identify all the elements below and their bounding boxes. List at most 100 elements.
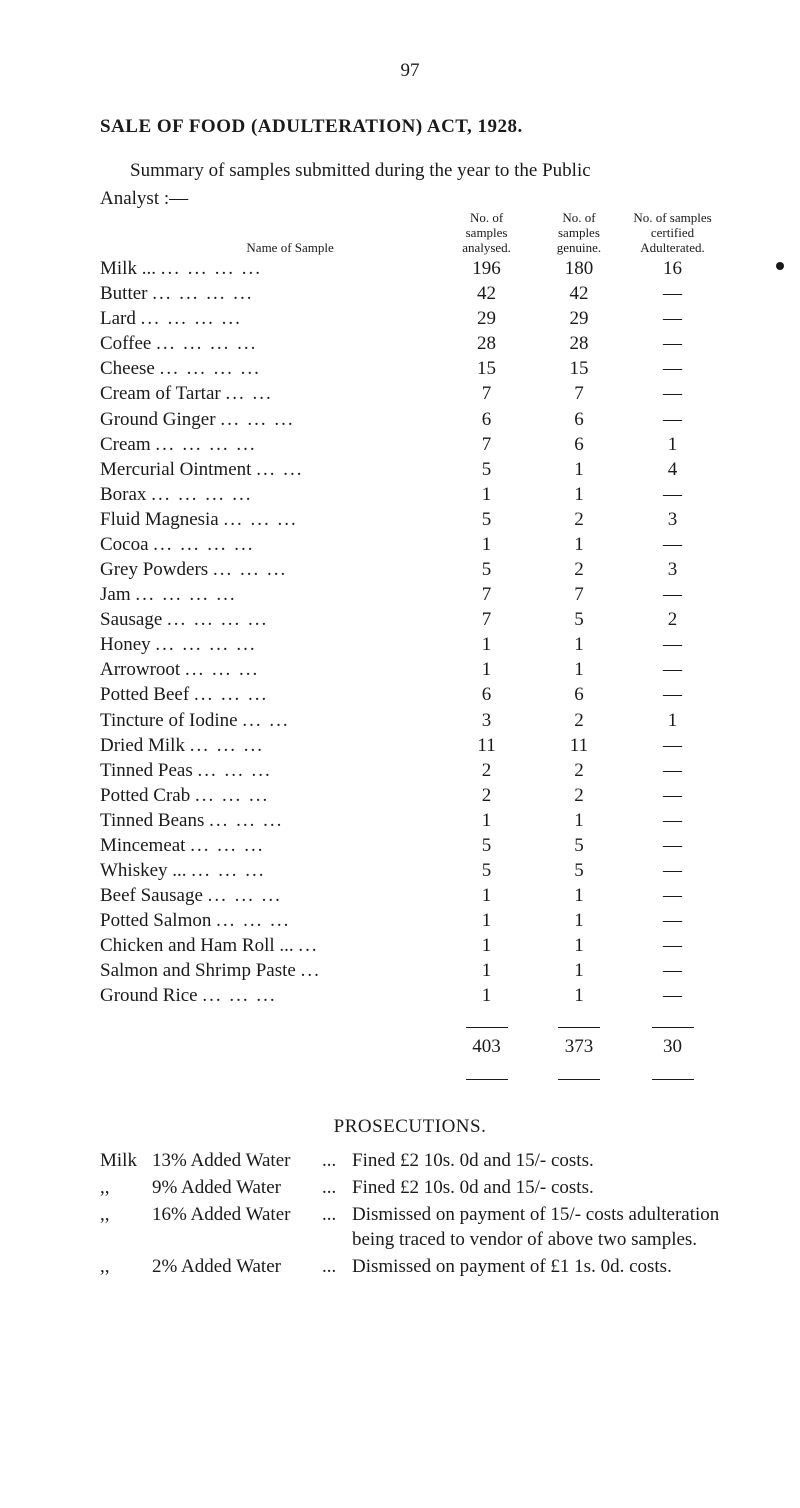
cell-genuine: 29 xyxy=(533,306,625,331)
cell-analysed: 5 xyxy=(440,507,533,532)
pros-col2: 9% Added Water xyxy=(152,1175,322,1202)
margin-dot xyxy=(776,262,784,270)
table-row: Dried Milk ... ... ...1111— xyxy=(100,733,720,758)
cell-adulterated: — xyxy=(625,657,720,682)
cell-analysed: 29 xyxy=(440,306,533,331)
pros-col3: ... xyxy=(322,1254,352,1281)
cell-genuine: 1 xyxy=(533,457,625,482)
cell-adulterated: — xyxy=(625,482,720,507)
cell-adulterated: — xyxy=(625,331,720,356)
prosecutions-title: PROSECUTIONS. xyxy=(100,1116,720,1138)
table-row: Cream of Tartar ... ...77— xyxy=(100,381,720,406)
total-genuine: 373 xyxy=(533,1034,625,1059)
cell-adulterated: — xyxy=(625,632,720,657)
sample-name: Tinned Peas ... ... ... xyxy=(100,758,440,783)
cell-adulterated: 1 xyxy=(625,432,720,457)
cell-analysed: 7 xyxy=(440,381,533,406)
table-row: Ground Ginger ... ... ...66— xyxy=(100,407,720,432)
header-c3b: certified xyxy=(651,225,694,240)
table-row: Salmon and Shrimp Paste ...11— xyxy=(100,958,720,983)
table-row: Honey ... ... ... ...11— xyxy=(100,632,720,657)
table-row: Milk ... ... ... ... ...19618016 xyxy=(100,256,720,281)
cell-genuine: 1 xyxy=(533,532,625,557)
sample-name: Mercurial Ointment ... ... xyxy=(100,457,440,482)
cell-analysed: 7 xyxy=(440,607,533,632)
pros-col2: 2% Added Water xyxy=(152,1254,322,1281)
page-number: 97 xyxy=(100,60,720,82)
cell-adulterated: — xyxy=(625,407,720,432)
cell-analysed: 1 xyxy=(440,883,533,908)
sample-name: Potted Crab ... ... ... xyxy=(100,783,440,808)
pros-col2: 16% Added Water xyxy=(152,1202,322,1254)
table-row: Potted Salmon ... ... ...11— xyxy=(100,908,720,933)
sample-name: Potted Salmon ... ... ... xyxy=(100,908,440,933)
cell-genuine: 2 xyxy=(533,708,625,733)
header-name: Name of Sample xyxy=(246,240,333,255)
sample-name: Arrowroot ... ... ... xyxy=(100,657,440,682)
header-c2a: No. of xyxy=(562,210,595,225)
total-adulterated: 30 xyxy=(625,1034,720,1059)
header-c2c: genuine. xyxy=(557,240,601,255)
table-row: Borax ... ... ... ...11— xyxy=(100,482,720,507)
cell-adulterated: — xyxy=(625,281,720,306)
table-row: Jam ... ... ... ...77— xyxy=(100,582,720,607)
sample-name: Butter ... ... ... ... xyxy=(100,281,440,306)
cell-genuine: 7 xyxy=(533,381,625,406)
intro-line-2: Analyst :— xyxy=(100,186,720,212)
cell-analysed: 1 xyxy=(440,908,533,933)
table-row: Whiskey ... ... ... ...55— xyxy=(100,858,720,883)
cell-analysed: 6 xyxy=(440,682,533,707)
pros-col1: ,, xyxy=(100,1202,152,1254)
sample-name: Beef Sausage ... ... ... xyxy=(100,883,440,908)
cell-genuine: 1 xyxy=(533,983,625,1008)
cell-analysed: 7 xyxy=(440,432,533,457)
sample-name: Chicken and Ham Roll ... ... xyxy=(100,933,440,958)
header-c1a: No. of xyxy=(470,210,503,225)
cell-genuine: 2 xyxy=(533,507,625,532)
cell-analysed: 42 xyxy=(440,281,533,306)
cell-genuine: 1 xyxy=(533,632,625,657)
table-row: Mincemeat ... ... ...55— xyxy=(100,833,720,858)
pros-col4: Fined £2 10s. 0d and 15/- costs. xyxy=(352,1175,720,1202)
cell-analysed: 1 xyxy=(440,933,533,958)
cell-genuine: 6 xyxy=(533,682,625,707)
prosecution-row: ,,2% Added Water...Dismissed on payment … xyxy=(100,1254,720,1281)
cell-analysed: 2 xyxy=(440,758,533,783)
cell-analysed: 1 xyxy=(440,983,533,1008)
cell-adulterated: — xyxy=(625,381,720,406)
cell-adulterated: 3 xyxy=(625,507,720,532)
cell-analysed: 196 xyxy=(440,256,533,281)
sample-name: Tinned Beans ... ... ... xyxy=(100,808,440,833)
cell-analysed: 5 xyxy=(440,833,533,858)
cell-genuine: 5 xyxy=(533,607,625,632)
cell-adulterated: — xyxy=(625,808,720,833)
cell-adulterated: — xyxy=(625,532,720,557)
header-c2b: samples xyxy=(558,225,600,240)
table-header-row: Name of Sample No. of samples analysed. … xyxy=(100,211,720,256)
prosecution-row: ,,9% Added Water...Fined £2 10s. 0d and … xyxy=(100,1175,720,1202)
cell-genuine: 6 xyxy=(533,407,625,432)
table-row: Beef Sausage ... ... ...11— xyxy=(100,883,720,908)
cell-adulterated: — xyxy=(625,783,720,808)
prosecution-row: Milk13% Added Water...Fined £2 10s. 0d a… xyxy=(100,1148,720,1175)
cell-adulterated: — xyxy=(625,958,720,983)
table-row: Tinned Beans ... ... ...11— xyxy=(100,808,720,833)
table-row: Fluid Magnesia ... ... ...523 xyxy=(100,507,720,532)
cell-genuine: 11 xyxy=(533,733,625,758)
cell-genuine: 6 xyxy=(533,432,625,457)
cell-adulterated: 1 xyxy=(625,708,720,733)
prosecution-row: ,,16% Added Water...Dismissed on payment… xyxy=(100,1202,720,1254)
sample-name: Ground Ginger ... ... ... xyxy=(100,407,440,432)
sample-name: Cream of Tartar ... ... xyxy=(100,381,440,406)
total-analysed: 403 xyxy=(440,1034,533,1059)
pros-col4: Dismissed on payment of £1 1s. 0d. costs… xyxy=(352,1254,720,1281)
pros-col4: Fined £2 10s. 0d and 15/- costs. xyxy=(352,1148,720,1175)
cell-analysed: 1 xyxy=(440,657,533,682)
cell-adulterated: 16 xyxy=(625,256,720,281)
table-row: Lard ... ... ... ...2929— xyxy=(100,306,720,331)
pros-col2: 13% Added Water xyxy=(152,1148,322,1175)
cell-genuine: 28 xyxy=(533,331,625,356)
pros-col4: Dismissed on payment of 15/- costs adult… xyxy=(352,1202,720,1254)
prosecutions-table: Milk13% Added Water...Fined £2 10s. 0d a… xyxy=(100,1148,720,1281)
cell-analysed: 2 xyxy=(440,783,533,808)
